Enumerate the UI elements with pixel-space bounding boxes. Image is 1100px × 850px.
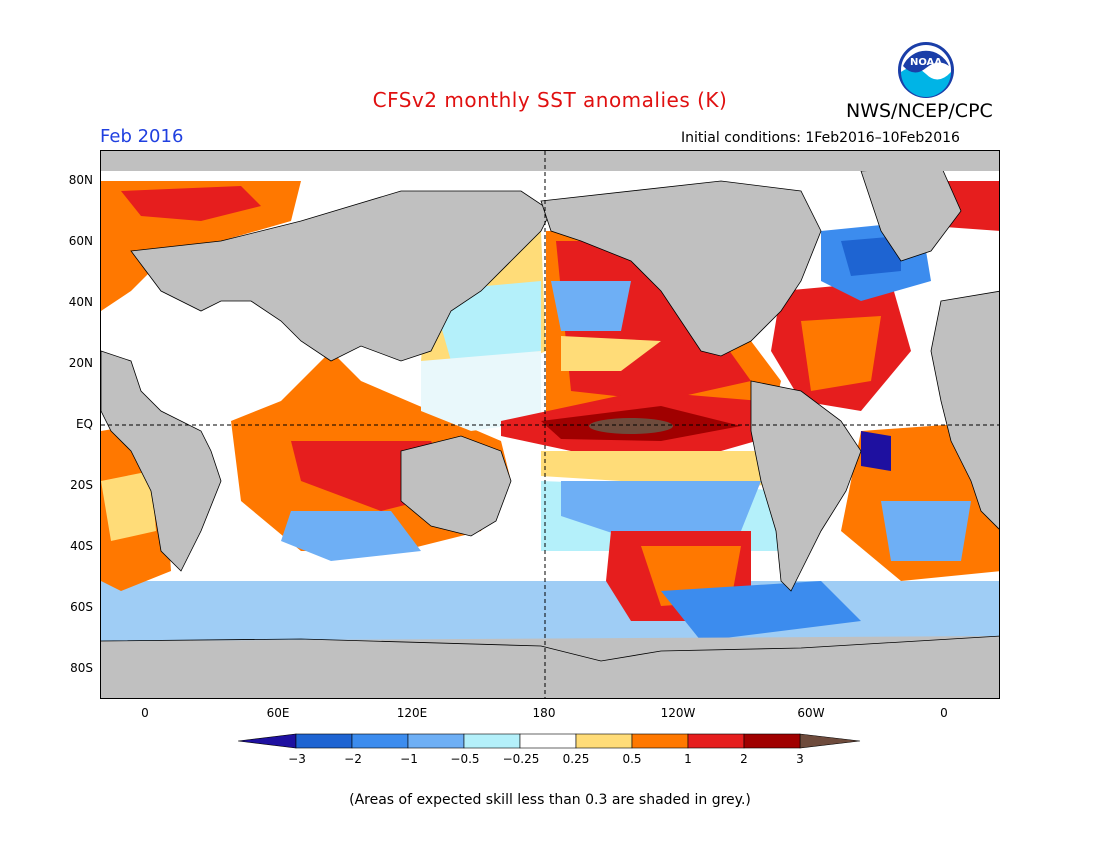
organization-label: NWS/NCEP/CPC	[846, 100, 993, 122]
colorbar-low-triangle	[238, 733, 297, 749]
lon-label: 0	[141, 706, 149, 720]
lat-label: 80S	[70, 661, 93, 675]
colorbar-tick-label: −1	[400, 752, 418, 766]
colorbar-tick-label: 0.25	[562, 752, 590, 766]
colorbar-tick-label: 0.5	[622, 752, 642, 766]
colorbar-box	[743, 733, 801, 749]
skill-note: (Areas of expected skill less than 0.3 a…	[349, 792, 751, 808]
lat-label: 40N	[68, 295, 93, 309]
colorbar-box	[631, 733, 689, 749]
lat-label: 60S	[70, 600, 93, 614]
lon-label: 60W	[797, 706, 825, 720]
map-canvas	[101, 151, 999, 698]
colorbar-box	[687, 733, 745, 749]
colorbar	[238, 733, 861, 749]
noaa-logo: NOAA	[898, 42, 954, 98]
colorbar-tick-label: 3	[796, 752, 804, 766]
lat-label: 80N	[68, 173, 93, 187]
lat-label: EQ	[75, 417, 93, 431]
lon-label: 0	[940, 706, 948, 720]
land-masses	[101, 151, 999, 698]
colorbar-box	[295, 733, 353, 749]
colorbar-box	[575, 733, 633, 749]
colorbar-tick-label: −2	[344, 752, 362, 766]
lon-label: 120E	[396, 706, 428, 720]
ocean-anomaly-field	[101, 171, 999, 651]
colorbar-tick-label: −3	[288, 752, 306, 766]
sst-anomaly-map	[100, 150, 1000, 699]
colorbar-high-triangle	[799, 733, 861, 749]
lat-label: 60N	[68, 234, 93, 248]
period-label: Feb 2016	[100, 126, 184, 147]
noaa-logo-text: NOAA	[910, 57, 942, 68]
colorbar-tick-label: 1	[684, 752, 692, 766]
lon-label: 120W	[660, 706, 696, 720]
initial-conditions-label: Initial conditions: 1Feb2016–10Feb2016	[681, 130, 960, 146]
colorbar-box	[407, 733, 465, 749]
colorbar-box	[519, 733, 577, 749]
lat-label: 20S	[70, 478, 93, 492]
lon-label: 180	[532, 706, 556, 720]
lat-label: 20N	[68, 356, 93, 370]
colorbar-tick-label: −0.25	[502, 752, 540, 766]
lat-label: 40S	[70, 539, 93, 553]
colorbar-box	[351, 733, 409, 749]
lon-label: 60E	[266, 706, 290, 720]
colorbar-tick-label: 2	[740, 752, 748, 766]
map-title: CFSv2 monthly SST anomalies (K)	[372, 88, 728, 112]
colorbar-tick-label: −0.5	[450, 752, 480, 766]
colorbar-box	[463, 733, 521, 749]
